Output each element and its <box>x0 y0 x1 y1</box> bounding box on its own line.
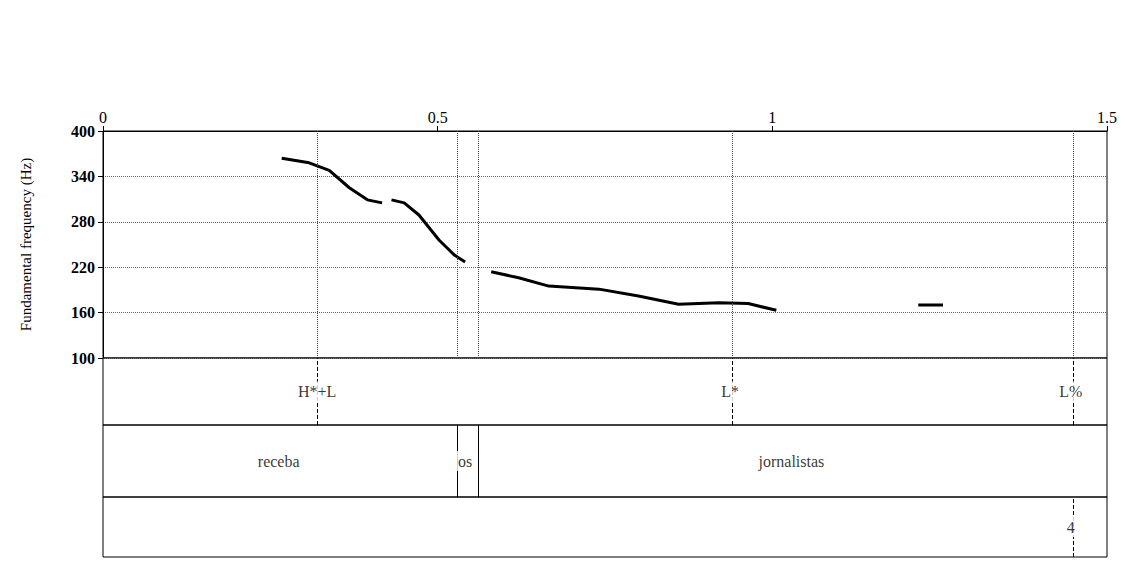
svg-text:4: 4 <box>1067 519 1075 536</box>
svg-text:1.5: 1.5 <box>1097 109 1117 126</box>
svg-text:160: 160 <box>71 304 95 321</box>
svg-text:340: 340 <box>71 168 95 185</box>
svg-text:220: 220 <box>71 259 95 276</box>
svg-text:jornalistas: jornalistas <box>758 453 825 471</box>
svg-text:280: 280 <box>71 213 95 230</box>
svg-text:H*+L: H*+L <box>298 383 336 400</box>
svg-text:receba: receba <box>258 453 300 470</box>
svg-text:L%: L% <box>1059 383 1082 400</box>
svg-text:L*: L* <box>721 383 739 400</box>
svg-text:1: 1 <box>768 109 776 126</box>
svg-text:0.5: 0.5 <box>428 109 448 126</box>
svg-text:os: os <box>458 453 472 470</box>
svg-text:Fundamental frequency (Hz): Fundamental frequency (Hz) <box>18 158 35 331</box>
svg-text:0: 0 <box>99 109 107 126</box>
svg-text:400: 400 <box>71 123 95 140</box>
svg-text:100: 100 <box>71 350 95 367</box>
